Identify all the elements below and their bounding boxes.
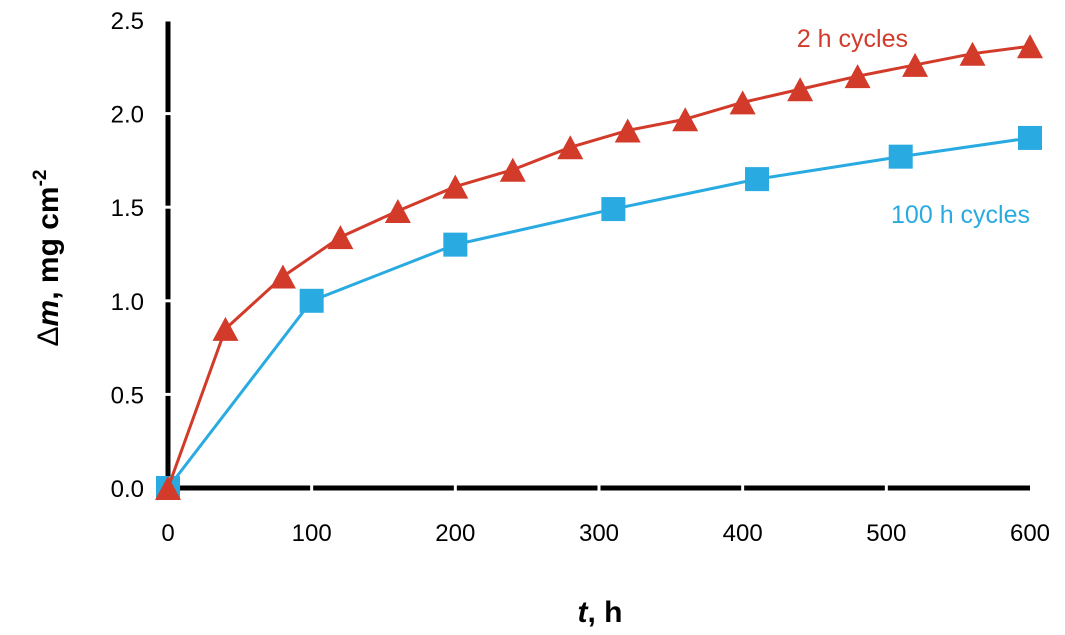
y-tick-label: 1.0	[111, 289, 144, 316]
x-tick-label: 400	[723, 520, 763, 547]
data-point-triangle	[787, 77, 814, 102]
y-tick-label: 2.0	[111, 102, 144, 129]
series-labels: 2 h cycles 100 h cycles	[797, 25, 1030, 229]
y-axis-title: Δm, mg cm-2	[30, 169, 65, 346]
series-100h-cycles	[156, 125, 1042, 500]
axes	[165, 20, 1030, 491]
data-point-square	[443, 232, 468, 257]
data-point-square	[299, 288, 324, 313]
x-tick-label: 200	[435, 520, 475, 547]
data-point-triangle	[902, 52, 929, 77]
series-label-100h-cycles: 100 h cycles	[891, 201, 1030, 229]
series-line	[166, 136, 1031, 489]
series-layer	[155, 34, 1043, 500]
data-point-square	[888, 144, 913, 169]
data-point-triangle	[557, 135, 584, 160]
data-point-triangle	[844, 64, 871, 89]
tick-labels: 0.0 0.5 1.0 1.5 2.0 2.5 0 100 200 300 400 500 600	[111, 8, 1050, 547]
series-label-2h-cycles: 2 h cycles	[797, 25, 908, 53]
data-point-triangle	[672, 107, 699, 132]
data-point-triangle	[155, 476, 181, 500]
x-tick-label: 100	[292, 520, 332, 547]
data-point-triangle	[384, 198, 411, 223]
data-point-square	[1018, 125, 1042, 150]
tick-marks	[162, 18, 888, 494]
x-tick-label: 0	[161, 520, 174, 547]
data-point-triangle	[729, 90, 756, 115]
x-tick-label: 500	[866, 520, 906, 547]
data-point-triangle	[442, 174, 469, 199]
data-point-square	[745, 167, 770, 192]
data-point-triangle	[959, 41, 986, 66]
y-tick-label: 1.5	[111, 195, 144, 222]
x-tick-label: 300	[579, 520, 619, 547]
y-axis-title-variable: m	[32, 300, 65, 327]
x-axis-title-unit: , h	[588, 596, 623, 629]
data-point-triangle	[1017, 34, 1043, 59]
y-axis-title-delta: Δ	[32, 326, 65, 346]
data-point-triangle	[269, 264, 296, 289]
series-2h-cycles	[155, 34, 1043, 500]
y-axis-title-exponent: -2	[30, 169, 51, 186]
series-line	[166, 44, 1031, 489]
data-point-square	[601, 197, 626, 222]
x-axis-title-variable: t	[578, 596, 590, 629]
data-point-triangle	[499, 157, 526, 182]
y-tick-label: 0.5	[111, 382, 144, 409]
data-point-triangle	[327, 225, 354, 250]
y-axis-title-unit: , mg cm	[32, 186, 65, 299]
y-tick-label: 2.5	[111, 8, 144, 35]
x-axis-title: t, h	[578, 596, 623, 629]
x-tick-label: 600	[1010, 520, 1050, 547]
data-point-triangle	[614, 118, 641, 143]
y-tick-label: 0.0	[111, 476, 144, 503]
data-point-triangle	[212, 316, 239, 341]
